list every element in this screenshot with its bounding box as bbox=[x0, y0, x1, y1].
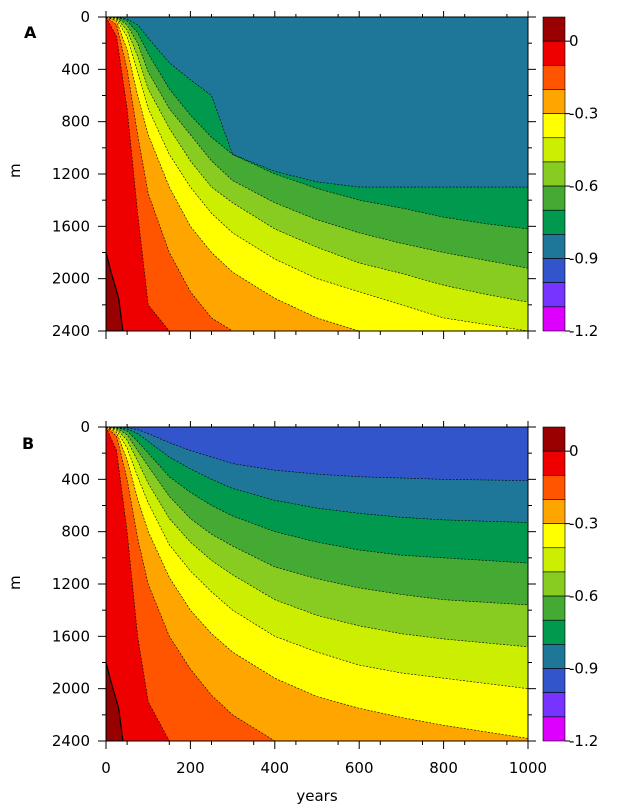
colorbar-tick-label-b-1: -0.3 bbox=[569, 515, 598, 533]
contour-line-b-8 bbox=[106, 427, 528, 481]
y-tick-label-b-6: 2400 bbox=[52, 732, 90, 750]
colorbar-tick-label-a-3: -0.9 bbox=[569, 250, 598, 268]
colorbar-swatch-a-8 bbox=[542, 209, 566, 235]
contour-line-a-1 bbox=[106, 17, 528, 331]
colorbar-tick-label-b-0: 0 bbox=[569, 442, 579, 460]
x-axis-label: years bbox=[296, 787, 337, 805]
colorbar-swatch-b-4 bbox=[542, 523, 566, 549]
x-tick-label-b-2: 400 bbox=[260, 759, 289, 777]
colorbar-swatch-a-6 bbox=[542, 161, 566, 187]
contour-line-b-2 bbox=[106, 427, 528, 739]
y-tick-label-b-1: 400 bbox=[61, 470, 90, 488]
colorbar-swatch-b-10 bbox=[542, 668, 566, 693]
colorbar-tick-label-b-4: -1.2 bbox=[569, 732, 598, 750]
colorbar-swatch-b-9 bbox=[542, 644, 566, 669]
y-tick-label-b-4: 1600 bbox=[52, 627, 90, 645]
panel-b-label: B bbox=[22, 434, 34, 453]
contour-line-a-0 bbox=[106, 17, 528, 331]
y-tick-label-a-3: 1200 bbox=[52, 165, 90, 183]
contour-band-b-2 bbox=[106, 427, 528, 741]
contour-band-b-0 bbox=[106, 427, 528, 741]
colorbar-swatch-b-1 bbox=[542, 450, 566, 476]
colorbar-tick-label-a-4: -1.2 bbox=[569, 322, 598, 340]
plot-area-a bbox=[106, 17, 528, 331]
colorbar-tick-label-a-1: -0.3 bbox=[569, 105, 598, 123]
colorbar-swatch-b-0 bbox=[542, 426, 566, 452]
colorbar-swatch-a-7 bbox=[542, 185, 566, 211]
colorbar-swatch-a-10 bbox=[542, 258, 566, 283]
colorbar-swatch-a-0 bbox=[542, 16, 566, 42]
contour-band-a-1 bbox=[106, 17, 528, 331]
x-tick-label-b-4: 800 bbox=[429, 759, 458, 777]
y-axis-label-a: m bbox=[6, 163, 24, 178]
contour-line-a-3 bbox=[106, 17, 528, 331]
y-tick-label-b-2: 800 bbox=[61, 523, 90, 541]
colorbar-swatch-b-11 bbox=[542, 692, 566, 718]
y-tick-label-a-5: 2000 bbox=[52, 270, 90, 288]
colorbar-swatch-a-3 bbox=[542, 89, 566, 114]
colorbar-swatch-a-4 bbox=[542, 113, 566, 139]
contour-line-b-1 bbox=[106, 427, 528, 741]
y-axis-label-b: m bbox=[6, 575, 24, 590]
y-tick-label-a-4: 1600 bbox=[52, 217, 90, 235]
x-tick-label-b-0: 0 bbox=[101, 759, 111, 777]
colorbar-swatch-b-7 bbox=[542, 595, 566, 621]
positive-anomaly-region-a bbox=[106, 252, 124, 331]
colorbar-swatch-a-12 bbox=[542, 306, 566, 332]
y-tick-label-a-1: 400 bbox=[61, 60, 90, 78]
y-tick-label-b-5: 2000 bbox=[52, 680, 90, 698]
contour-line-b-7 bbox=[106, 427, 528, 523]
colorbar-swatch-b-3 bbox=[542, 499, 566, 524]
colorbar-swatch-a-11 bbox=[542, 282, 566, 308]
colorbar-swatch-a-9 bbox=[542, 234, 566, 259]
panel-a: 0 400 800 1200 1600 2000 2400 0 -0.3 -0.6 -0.9 -1.2 bbox=[52, 8, 598, 340]
plot-area-b bbox=[106, 427, 528, 741]
y-tick-label-a-6: 2400 bbox=[52, 322, 90, 340]
contour-line-a-4 bbox=[106, 17, 528, 303]
colorbar-swatch-b-6 bbox=[542, 571, 566, 597]
contour-line-a-7 bbox=[106, 17, 528, 188]
y-tick-label-b-3: 1200 bbox=[52, 575, 90, 593]
panel-a-label: A bbox=[24, 23, 37, 42]
y-tick-label-a-0: 0 bbox=[80, 8, 90, 26]
contour-line-a-6 bbox=[106, 17, 528, 230]
colorbar-tick-label-b-2: -0.6 bbox=[569, 587, 598, 605]
x-tick-label-b-5: 1000 bbox=[509, 759, 547, 777]
panel-b: 0 200 400 600 800 1000 0 400 800 1200 1600 2000 2400… bbox=[52, 418, 598, 777]
colorbar-tick-label-a-0: 0 bbox=[569, 32, 579, 50]
colorbar-swatch-a-2 bbox=[542, 65, 566, 90]
y-tick-label-a-2: 800 bbox=[61, 113, 90, 131]
contour-line-b-3 bbox=[106, 427, 528, 689]
y-tick-label-b-0: 0 bbox=[80, 418, 90, 436]
colorbar-tick-label-a-2: -0.6 bbox=[569, 177, 598, 195]
contour-line-b-6 bbox=[106, 427, 528, 564]
colorbar-swatch-b-5 bbox=[542, 547, 566, 573]
positive-anomaly-region-b bbox=[106, 662, 124, 741]
colorbar-swatch-a-5 bbox=[542, 137, 566, 163]
colorbar-swatch-b-12 bbox=[542, 716, 566, 742]
colorbar-swatch-b-2 bbox=[542, 475, 566, 500]
colorbar-swatch-b-8 bbox=[542, 619, 566, 645]
x-tick-label-b-3: 600 bbox=[345, 759, 374, 777]
x-tick-label-b-1: 200 bbox=[176, 759, 205, 777]
colorbar-tick-label-b-3: -0.9 bbox=[569, 660, 598, 678]
contour-line-b-5 bbox=[106, 427, 528, 606]
colorbar-swatch-a-1 bbox=[542, 40, 566, 66]
